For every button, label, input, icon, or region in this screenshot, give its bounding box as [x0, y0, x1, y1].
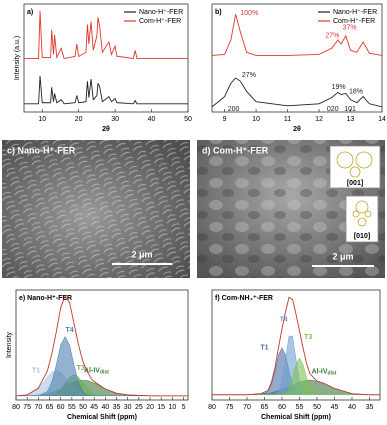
- x-tick-label: 30: [111, 116, 119, 123]
- series-label-main: T1: [32, 367, 40, 374]
- plot-frame: [23, 3, 189, 113]
- plot-frame: [15, 289, 189, 401]
- annotation: 200: [228, 106, 240, 113]
- y-axis-label: Intensity: [6, 331, 13, 358]
- series-label-main: Al-IV: [84, 367, 100, 374]
- x-tick-label: 70: [243, 404, 251, 411]
- series-label-main: T4: [66, 327, 74, 334]
- x-tick-label: 65: [46, 404, 54, 411]
- panel-label: c) Nano-H⁺-FER: [7, 145, 76, 155]
- x-axis-label: 2θ: [293, 126, 301, 133]
- legend-label: Nano-H⁺-FER: [333, 9, 377, 16]
- legend-label: Com-H⁺-FER: [139, 18, 181, 25]
- series-line: [212, 296, 380, 396]
- x-axis-label: 2θ: [102, 126, 110, 133]
- x-tick-label: 10: [168, 404, 176, 411]
- series-area: [212, 357, 380, 396]
- x-tick-label: 60: [57, 404, 65, 411]
- projection-label: [010]: [354, 233, 370, 240]
- annotation: 101: [344, 106, 356, 113]
- x-tick-label: 10: [38, 116, 46, 123]
- x-tick-label: 70: [34, 404, 42, 411]
- series-line: [211, 77, 383, 108]
- chart-title: a): [27, 9, 33, 16]
- x-tick-label: 75: [226, 404, 234, 411]
- x-tick-label: 50: [184, 116, 192, 123]
- series-label-sub: dist: [100, 370, 109, 376]
- x-tick-label: 45: [90, 404, 98, 411]
- x-tick-label: 55: [296, 404, 304, 411]
- series-label: T4: [66, 327, 74, 334]
- chart-title: e) Nano-H⁺-FER: [19, 295, 72, 302]
- x-axis-label: Chemical Shift (ppm): [261, 414, 331, 421]
- series-label-sub: dist: [328, 371, 337, 377]
- x-tick-label: 60: [278, 404, 286, 411]
- annotation: 27%: [242, 72, 256, 79]
- projection-label: [001]: [347, 180, 363, 187]
- chart-title: b): [215, 9, 222, 16]
- series-label: T3: [304, 334, 312, 341]
- x-tick-label: 35: [366, 404, 374, 411]
- plot-frame: [211, 3, 383, 113]
- x-tick-label: 75: [23, 404, 31, 411]
- x-tick-label: 55: [68, 404, 76, 411]
- x-tick-label: 35: [113, 404, 121, 411]
- series-line: [211, 14, 383, 56]
- x-tick-label: 30: [124, 404, 132, 411]
- annotation: 19%: [332, 84, 346, 91]
- annotation: 18%: [349, 88, 363, 95]
- x-tick-label: 80: [12, 404, 20, 411]
- x-tick-label: 14: [378, 116, 386, 123]
- legend-label: Com-H⁺-FER: [333, 18, 375, 25]
- x-tick-label: 12: [315, 116, 323, 123]
- y-axis-label: Intensity (a.u.): [14, 36, 21, 80]
- x-tick-label: 13: [347, 116, 355, 123]
- series-label-main: T3: [77, 365, 85, 372]
- scale-bar-label: 2 μm: [131, 249, 152, 259]
- panel-label: d) Com-H⁺-FER: [202, 145, 269, 155]
- x-tick-label: 25: [135, 404, 143, 411]
- annotation: 020: [327, 106, 339, 113]
- x-tick-label: 45: [331, 404, 339, 411]
- x-tick-label: 20: [75, 116, 83, 123]
- scale-bar-label: 2 μm: [332, 251, 353, 261]
- x-tick-label: 65: [261, 404, 269, 411]
- series-line: [24, 75, 188, 105]
- x-tick-label: 40: [148, 116, 156, 123]
- series-label-main: T3: [304, 334, 312, 341]
- framework-icon: [329, 145, 381, 243]
- x-tick-label: 40: [348, 404, 356, 411]
- chart-title: f) Com-NH₄⁺-FER: [215, 295, 273, 302]
- series-label: T1: [32, 367, 40, 374]
- annotation: 27%: [325, 33, 339, 40]
- series-label-main: Al-IV: [312, 369, 328, 376]
- sem-panel-d: d) Com-H⁺-FER [001] [010] 2 μm: [197, 140, 385, 278]
- series-label: T1: [260, 344, 268, 351]
- annotation: 100%: [240, 10, 258, 17]
- x-tick-label: 15: [157, 404, 165, 411]
- x-tick-label: 40: [101, 404, 109, 411]
- x-tick-label: 9: [223, 116, 227, 123]
- series-line: [24, 11, 188, 60]
- x-tick-label: 10: [252, 116, 260, 123]
- x-tick-label: 50: [313, 404, 321, 411]
- x-tick-label: 5: [182, 404, 186, 411]
- sem-panel-c: c) Nano-H⁺-FER 2 μm: [2, 140, 190, 278]
- series-label: Al-IVdist: [84, 367, 109, 375]
- x-tick-label: 50: [79, 404, 87, 411]
- x-tick-label: 80: [208, 404, 216, 411]
- x-tick-label: 20: [146, 404, 154, 411]
- series-line: [15, 294, 188, 397]
- x-tick-label: 11: [284, 116, 291, 123]
- series-label: Al-IVdist: [312, 369, 337, 377]
- x-axis-label: Chemical Shift (ppm): [67, 414, 137, 421]
- series-label: T3: [77, 365, 85, 372]
- series-label-main: T1: [260, 344, 268, 351]
- legend-label: Nano-H⁺-FER: [139, 9, 183, 16]
- annotation: 37%: [343, 25, 357, 32]
- plot-frame: [211, 289, 381, 401]
